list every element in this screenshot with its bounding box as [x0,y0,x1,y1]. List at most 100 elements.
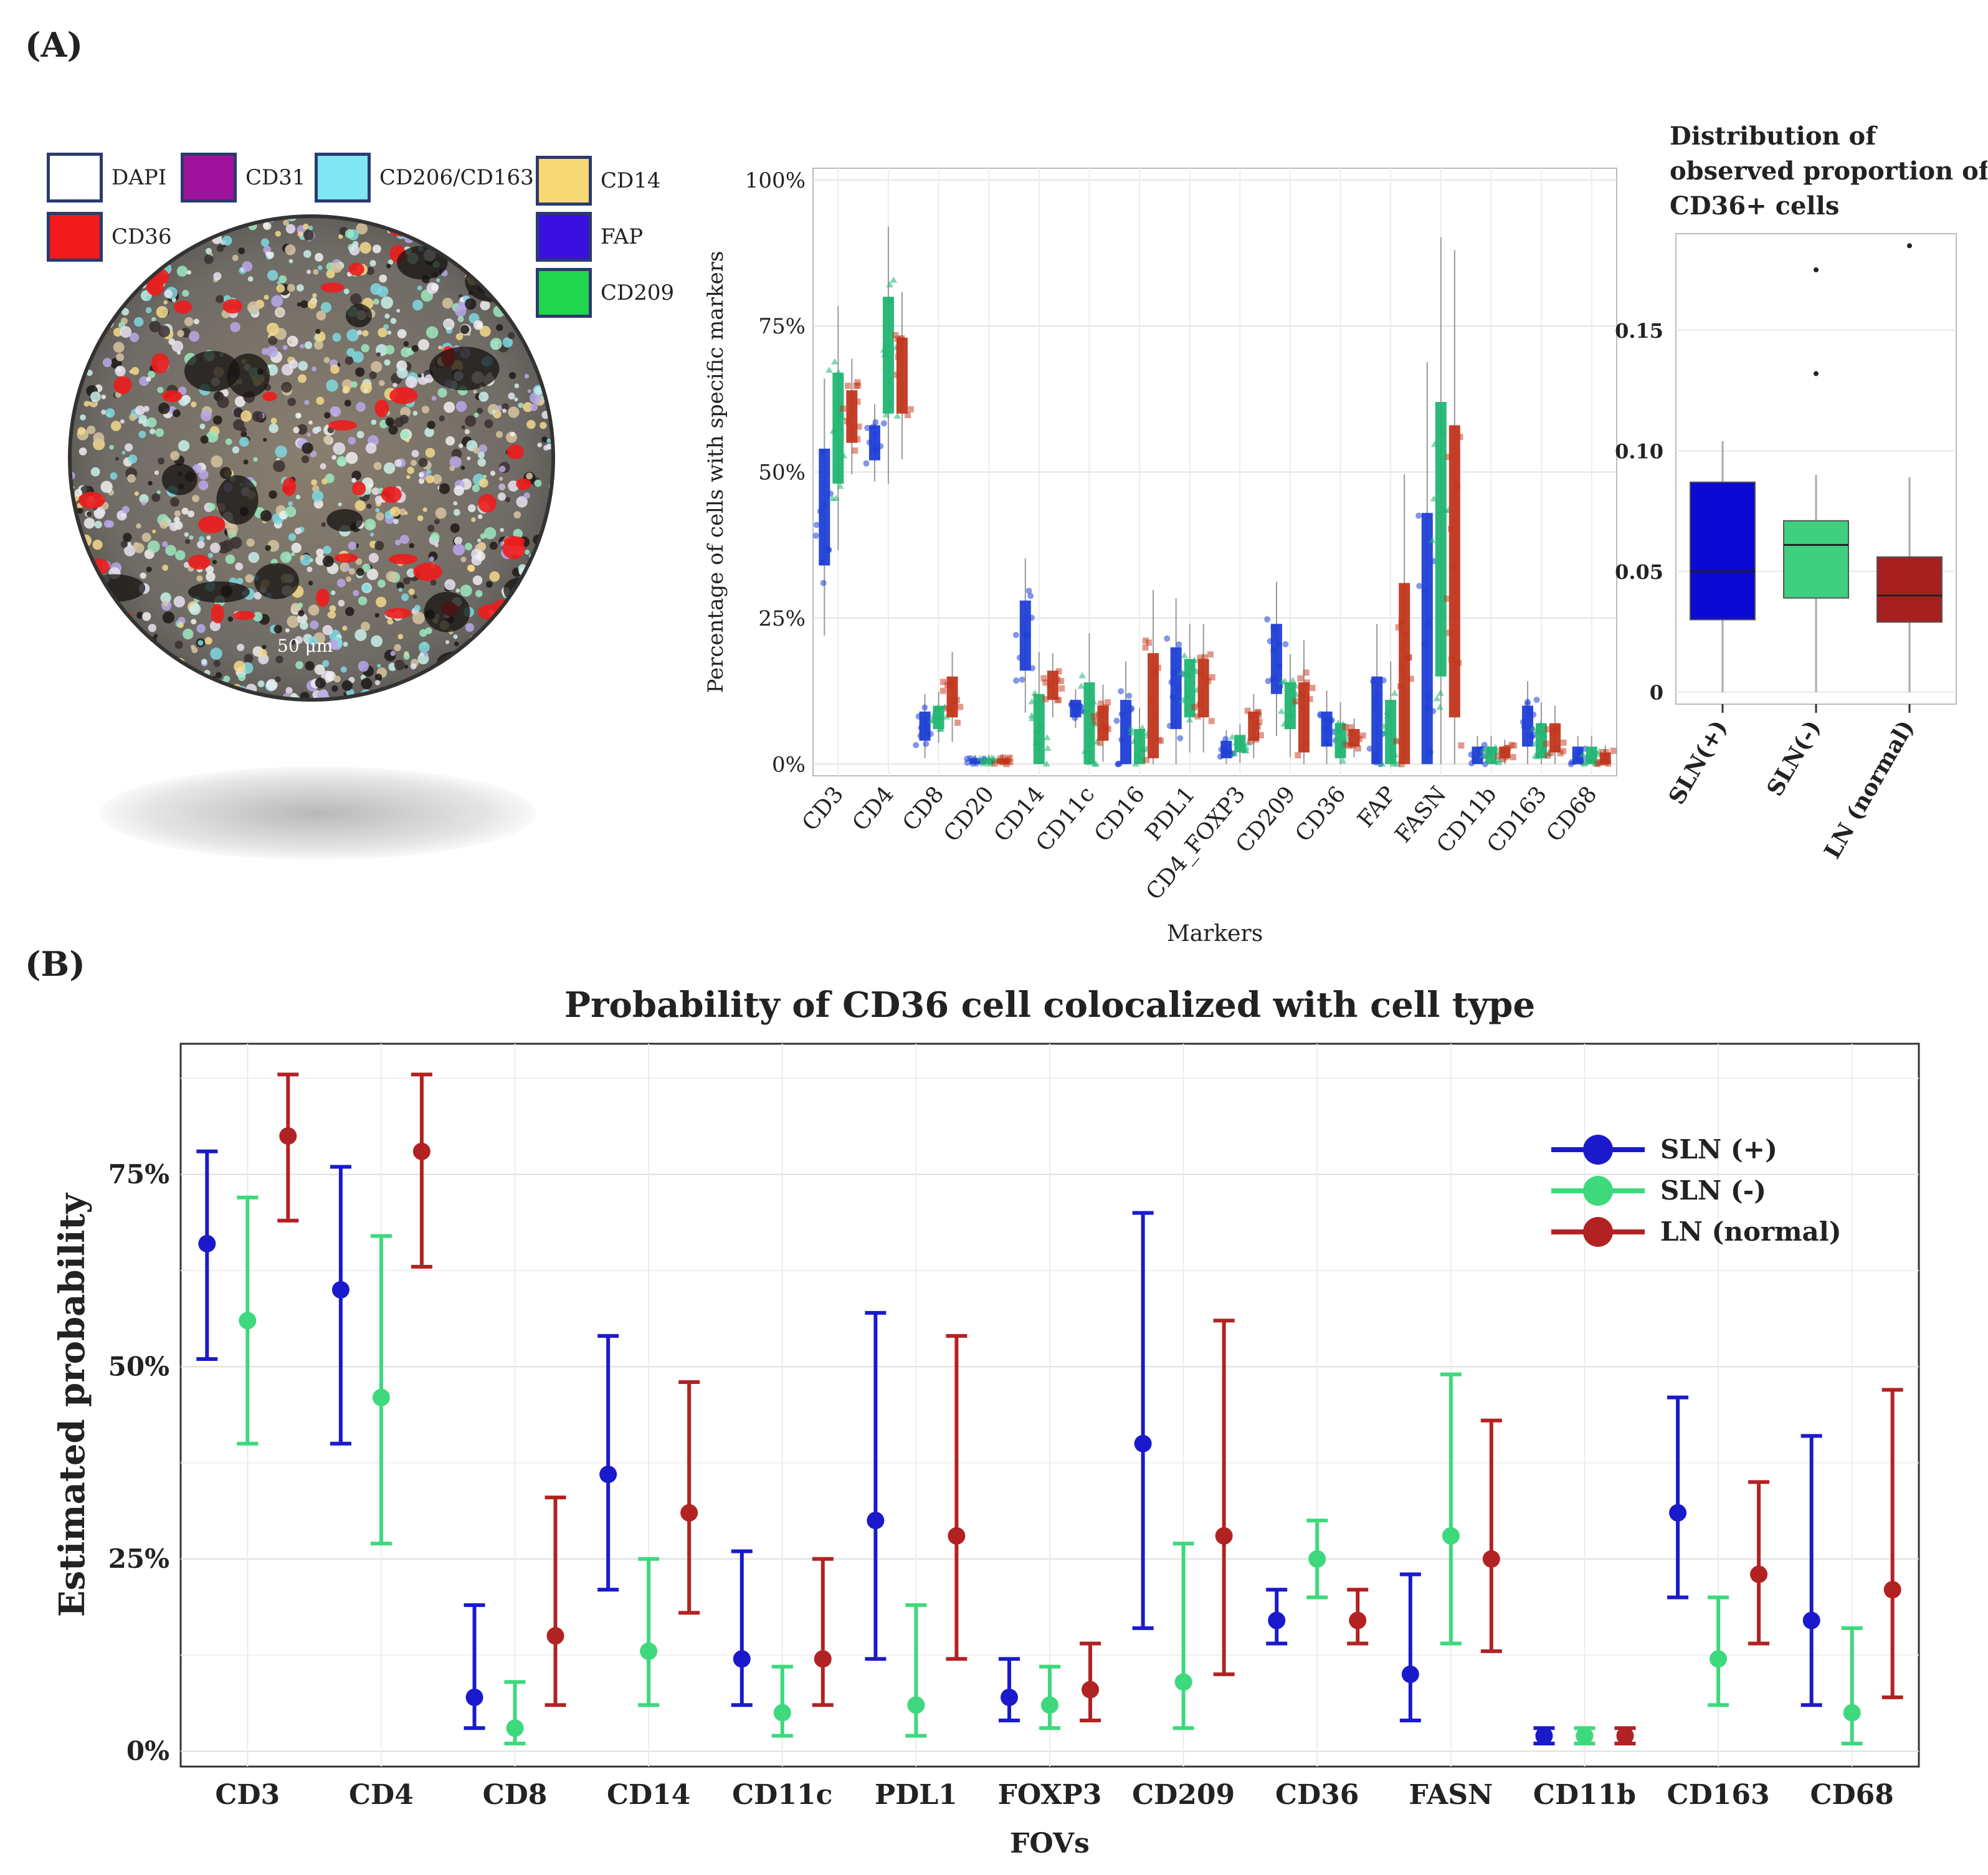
cell-dot [108,285,113,290]
cell-dot [123,682,131,690]
cd36-cell [262,391,277,401]
jitter-point [1176,641,1182,648]
cell-dot [480,533,487,539]
cell-dot [316,548,324,556]
cell-dot [518,221,523,226]
cell-dot [352,216,360,217]
cell-dot [349,245,360,255]
jitter-point [1495,759,1503,766]
cell-dot [120,644,131,656]
jitter-point [1536,721,1544,728]
cell-dot [162,225,168,231]
cell-dot [117,250,123,256]
jitter-point [1366,745,1373,752]
cell-dot [526,570,535,579]
cell-dot [119,268,124,273]
colocalization-errorbar-chart: Probability of CD36 cell colocalized wit… [52,985,1920,1859]
legend-swatch [47,212,103,262]
cell-dot [457,315,464,322]
jitter-point [1550,728,1557,735]
cell-dot [291,551,295,556]
jitter-point [1589,756,1597,763]
cell-dot [239,437,249,447]
jitter-point [1072,709,1078,716]
cd36-cell [516,478,531,490]
jitter-point [896,340,903,347]
cell-dot [177,330,184,337]
cell-dot [443,669,452,679]
legend-label: CD31 [245,165,306,190]
cell-dot [280,551,292,563]
cell-dot [103,255,111,264]
cell-dot [136,523,141,529]
jitter-point [1398,761,1405,768]
cell-dot [465,298,477,310]
jitter-point [1441,506,1449,513]
point-estimate [1401,1665,1419,1683]
cell-dot [85,598,94,608]
cell-dot [327,611,333,618]
jitter-point [936,725,944,732]
jitter-point [1201,654,1208,661]
x-tick-label: CD20 [939,781,999,847]
cell-dot [199,536,204,542]
cell-dot [80,246,90,256]
cell-dot [113,690,121,699]
cell-dot [154,470,159,475]
cell-dot [134,491,139,496]
jitter-point [895,353,901,360]
cell-dot [288,259,293,264]
jitter-point [1128,705,1135,712]
legend-item-fap: FAP [536,212,643,262]
cell-dot [313,269,319,275]
cell-dot [331,685,338,692]
cell-dot [245,574,254,583]
cell-dot [278,275,287,284]
jitter-point [1241,747,1249,753]
cell-dot [86,512,92,517]
point-estimate [1268,1611,1286,1629]
cell-dot [113,328,123,337]
cell-dot [430,682,443,695]
cell-dot [516,496,528,508]
jitter-point [1284,723,1292,730]
cell-dot [401,593,409,601]
cell-dot [93,432,105,444]
cell-dot [260,510,272,522]
box-ln-normal- [1876,556,1943,623]
cd36-cell [389,387,418,404]
cell-dot [308,604,320,616]
cell-dot [176,233,183,239]
jitter-point [1380,722,1388,729]
y-tick-label: 100% [745,168,806,193]
cell-dot [148,624,156,632]
cell-dot [324,412,331,419]
jitter-point [913,742,920,748]
cell-dot [183,240,188,246]
jitter-point [855,382,862,389]
cell-dot [471,517,476,522]
cell-dot [325,670,336,682]
cell-dot [297,603,303,608]
jitter-point [1130,737,1138,744]
cell-dot [504,613,511,620]
cell-dot [449,219,456,226]
cell-dot [523,647,535,659]
cell-dot [123,533,132,542]
cell-dot [300,344,305,349]
dark-region [537,548,553,581]
cell-dot [310,451,317,457]
legend-label: LN (normal) [1660,1216,1842,1247]
jitter-point [1019,676,1025,683]
jitter-point [1594,750,1602,757]
cell-dot [148,480,153,486]
cell-dot [83,323,89,329]
jitter-point [838,413,846,420]
cd36-cell [198,515,226,533]
jitter-point [1393,738,1400,745]
cell-dot [371,419,377,425]
cell-dot [492,230,504,242]
cell-dot [345,452,358,464]
point-estimate [1174,1673,1192,1691]
cell-dot [314,664,325,675]
